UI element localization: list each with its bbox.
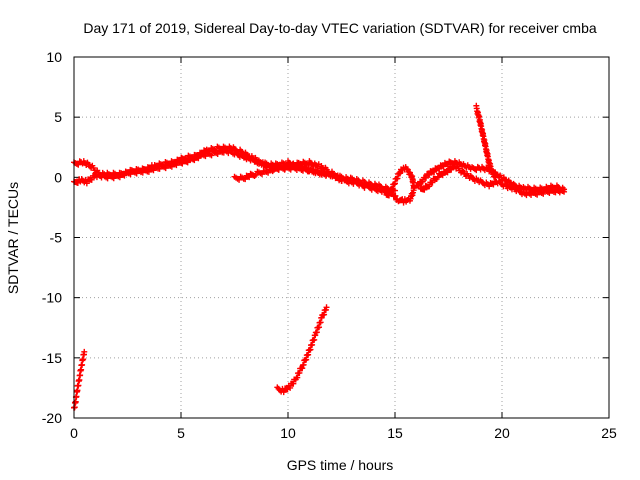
x-tick-label: 20 bbox=[494, 425, 510, 441]
y-tick-label: -20 bbox=[42, 410, 62, 426]
x-tick-label: 0 bbox=[70, 425, 78, 441]
series-upper-band-c bbox=[231, 158, 345, 184]
y-tick-label: 5 bbox=[54, 109, 62, 125]
series-points bbox=[473, 102, 499, 181]
series-low-10-12 bbox=[274, 304, 330, 396]
x-tick-label: 25 bbox=[601, 425, 617, 441]
x-axis-label: GPS time / hours bbox=[287, 457, 394, 473]
plot-frame bbox=[73, 56, 610, 419]
y-axis-label: SDTVAR / TECUs bbox=[5, 182, 21, 294]
series-points bbox=[417, 163, 568, 199]
y-tick-label: -10 bbox=[42, 290, 62, 306]
series-points bbox=[274, 304, 330, 396]
x-tick-label: 10 bbox=[280, 425, 296, 441]
y-tick-label: 0 bbox=[54, 169, 62, 185]
y-tick-label: -5 bbox=[50, 230, 63, 246]
y-tick-label: -15 bbox=[42, 350, 62, 366]
series-mid-16-19-b bbox=[417, 163, 568, 199]
series-points bbox=[231, 158, 345, 184]
x-tick-label: 5 bbox=[177, 425, 185, 441]
chart-title: Day 171 of 2019, Sidereal Day-to-day VTE… bbox=[83, 20, 596, 36]
series-points bbox=[383, 164, 418, 206]
series-spike-19 bbox=[473, 102, 499, 181]
series-loop-15 bbox=[383, 164, 418, 206]
x-tick-label: 15 bbox=[387, 425, 403, 441]
data-marks bbox=[71, 102, 568, 411]
grid bbox=[74, 57, 609, 418]
ticks: 0 5 10 15 20 25 -20 -15 -10 -5 0 5 10 bbox=[42, 49, 617, 441]
y-tick-label: 10 bbox=[46, 49, 62, 65]
